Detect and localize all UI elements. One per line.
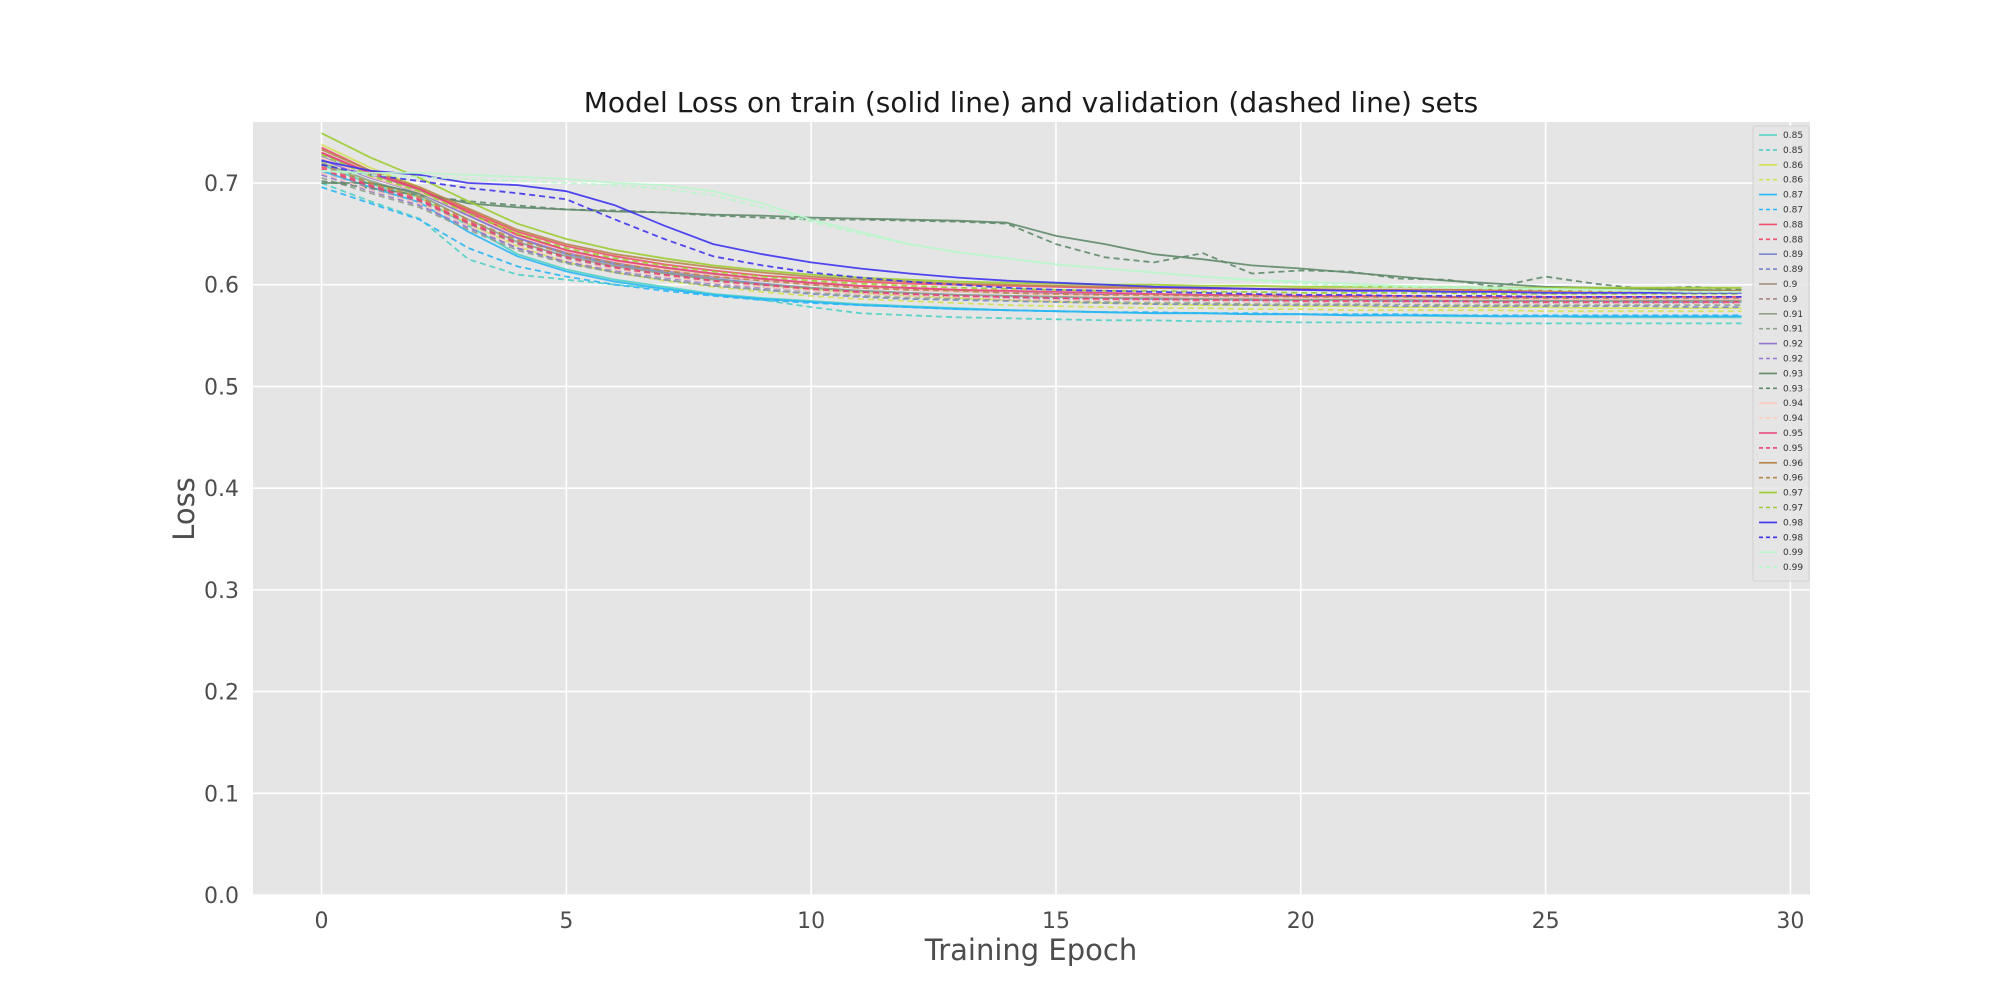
series-line-0.91-dashed	[321, 177, 1742, 307]
y-tick-labels: 0.0 0.1 0.2 0.3 0.4 0.5 0.6 0.7	[204, 172, 239, 909]
y-tick-label: 0.0	[204, 884, 239, 909]
series-line-0.96-solid	[321, 148, 1742, 292]
series-line-0.91-solid	[321, 161, 1742, 302]
y-tick-label: 0.3	[204, 579, 239, 604]
y-tick-label: 0.5	[204, 375, 239, 400]
x-tick-label: 30	[1776, 909, 1804, 934]
series-line-0.87-solid	[321, 169, 1742, 318]
series-lines	[321, 132, 1742, 325]
series-line-0.99-solid	[321, 169, 1742, 293]
x-tick-label: 15	[1042, 909, 1070, 934]
legend-label: 0.88	[1783, 220, 1803, 230]
legend-label: 0.87	[1783, 206, 1803, 216]
legend-label: 0.97	[1783, 504, 1803, 514]
chart-title: Model Loss on train (solid line) and val…	[584, 86, 1479, 119]
legend-label: 0.94	[1783, 399, 1803, 409]
legend-label: 0.98	[1783, 533, 1803, 543]
series-line-0.98-solid	[321, 159, 1742, 294]
x-tick-label: 5	[559, 909, 573, 934]
legend-label: 0.87	[1783, 191, 1803, 201]
legend-label: 0.85	[1783, 146, 1803, 156]
legend-label: 0.89	[1783, 265, 1803, 275]
legend-label: 0.91	[1783, 310, 1803, 320]
series-line-0.94-solid	[321, 156, 1742, 300]
legend-label: 0.9	[1783, 295, 1798, 305]
y-tick-label: 0.4	[204, 477, 239, 502]
series-line-0.95-solid	[321, 151, 1742, 298]
series-line-0.96-dashed	[321, 163, 1742, 299]
legend-label: 0.9	[1783, 280, 1798, 290]
legend-label: 0.99	[1783, 548, 1803, 558]
legend-label: 0.93	[1783, 384, 1803, 394]
series-line-0.86-dashed	[321, 159, 1742, 313]
series-line-0.95-dashed	[321, 167, 1742, 303]
series-line-0.94-dashed	[321, 172, 1742, 304]
x-tick-labels: 0 5 10 15 20 25 30	[315, 909, 1805, 934]
legend-label: 0.89	[1783, 250, 1803, 260]
y-axis-label: Loss	[167, 477, 201, 541]
legend-label: 0.95	[1783, 444, 1803, 454]
legend-label: 0.85	[1783, 131, 1803, 141]
legend-label: 0.86	[1783, 161, 1803, 171]
x-tick-label: 0	[315, 909, 329, 934]
plot-area	[253, 122, 1810, 895]
legend: 0.85 0.85 0.86 0.86 0.87 0.87 0.88 0.88 0.89 0.89…	[1752, 125, 1810, 582]
series-line-0.93-solid	[321, 182, 1742, 292]
x-tick-label: 10	[797, 909, 825, 934]
legend-label: 0.93	[1783, 369, 1803, 379]
legend-label: 0.97	[1783, 489, 1803, 499]
legend-label: 0.92	[1783, 355, 1803, 365]
series-line-0.98-dashed	[321, 163, 1742, 298]
legend-label: 0.88	[1783, 235, 1803, 245]
legend-label: 0.86	[1783, 176, 1803, 186]
legend-label: 0.98	[1783, 518, 1803, 528]
y-tick-label: 0.2	[204, 681, 239, 706]
legend-label: 0.92	[1783, 340, 1803, 350]
y-tick-label: 0.1	[204, 782, 239, 807]
legend-label: 0.96	[1783, 459, 1803, 469]
series-line-0.99-dashed	[321, 169, 1742, 293]
legend-label: 0.91	[1783, 325, 1803, 335]
x-tick-label: 25	[1532, 909, 1560, 934]
legend-label: 0.96	[1783, 474, 1803, 484]
x-axis-label: Training Epoch	[924, 933, 1137, 967]
series-line-0.93-dashed	[321, 180, 1742, 291]
y-tick-label: 0.6	[204, 274, 239, 299]
legend-label: 0.94	[1783, 414, 1803, 424]
legend-label: 0.99	[1783, 563, 1803, 573]
series-line-0.85-dashed	[321, 182, 1742, 325]
legend-label: 0.95	[1783, 429, 1803, 439]
x-tick-label: 20	[1287, 909, 1315, 934]
series-line-0.87-dashed	[321, 186, 1742, 317]
y-tick-label: 0.7	[204, 172, 239, 197]
